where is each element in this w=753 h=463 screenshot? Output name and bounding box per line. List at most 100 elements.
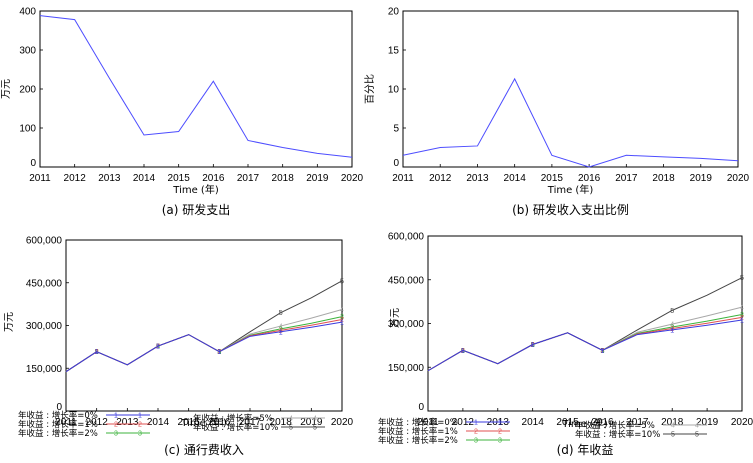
- legend-marker: 5: [289, 425, 293, 432]
- y-tick-label: 20: [388, 7, 400, 18]
- x-tick-label: 2020: [331, 417, 354, 428]
- x-tick-label: 2016: [578, 173, 601, 184]
- x-axis-label: Time (年): [547, 183, 594, 196]
- x-tick-label: 2015: [541, 173, 564, 184]
- legend-marker: 3: [114, 431, 118, 438]
- series-line-2: [427, 316, 743, 372]
- series-marker-label: 4: [279, 324, 283, 331]
- y-axis-label: 万元: [4, 312, 15, 332]
- series-marker-label: 2: [156, 344, 160, 351]
- legend-label: 年收益 : 增长率=0%: [378, 417, 458, 428]
- x-tick-label: 2016: [591, 417, 614, 428]
- y-tick-label: 600,000: [388, 232, 425, 243]
- x-tick-label: 2019: [300, 417, 323, 428]
- series-marker-label: 3: [95, 349, 99, 356]
- x-tick-label: 2011: [55, 417, 77, 428]
- legend-marker: 5: [695, 432, 699, 439]
- chart-4: 2011 2012 2013 2014 2015 2016 2017 2018 2019 2020…: [378, 232, 753, 458]
- chart-3: 2011 2012 2013 2014 2015 2016 2017 2018 2019 2020…: [4, 236, 354, 458]
- x-tick-label: 2017: [615, 173, 638, 184]
- series-marker-label: 5: [461, 348, 465, 355]
- series-marker-label: 4: [740, 305, 744, 312]
- x-axis-label: Time (年): [561, 417, 608, 430]
- y-tick-label: 300,000: [26, 321, 63, 332]
- y-axis-label: 百分比: [364, 74, 376, 104]
- y-axis-label: 万元: [390, 308, 401, 328]
- x-tick-label: 2019: [696, 417, 719, 428]
- series-marker-label: 4: [217, 349, 221, 356]
- x-tick-label: 2017: [239, 417, 262, 428]
- series-marker-label: 5: [279, 310, 283, 317]
- chart-caption: (b) 研发收入支出比例: [512, 202, 629, 217]
- series-marker-label: 1: [156, 344, 160, 351]
- series-marker-label: 2: [600, 348, 604, 355]
- legend-label: 年收益 : 增长率=2%: [18, 428, 98, 439]
- legend-label: 年收益 : 增长率=5%: [193, 413, 273, 424]
- series-marker-label: 2: [217, 349, 221, 356]
- legend-marker: 2: [474, 429, 478, 436]
- x-tick-label: 2014: [133, 173, 156, 184]
- series-marker-label: 5: [740, 275, 744, 282]
- series-line-5: [65, 280, 343, 373]
- legend-label: 年收益 : 增长率=5%: [575, 420, 655, 431]
- series-line-2: [65, 319, 343, 373]
- series-marker-label: 5: [340, 278, 344, 285]
- x-tick-label: 2017: [626, 417, 649, 428]
- x-tick-label: 2013: [98, 173, 121, 184]
- x-tick-label: 2014: [522, 417, 545, 428]
- series-marker-label: 2: [740, 315, 744, 322]
- series-marker-label: 5: [95, 349, 99, 356]
- plot-frame: [402, 10, 739, 168]
- legend-label: 年收益 : 增长率=2%: [378, 435, 458, 446]
- legend-marker: 3: [498, 438, 502, 445]
- x-tick-label: 2015: [178, 417, 201, 428]
- legend: 年收益 : 增长率=0% 1 1 年收益 : 增长率=1% 2 2 年收益 : 增长率=2%…: [378, 417, 707, 446]
- x-tick-label: 2018: [652, 173, 675, 184]
- series-marker-label: 3: [461, 348, 465, 355]
- y-tick-label: 0: [56, 402, 62, 413]
- x-tick-label: 2019: [306, 173, 329, 184]
- x-tick-label: 2016: [208, 417, 231, 428]
- y-tick-label: 300: [19, 46, 36, 57]
- series-marker-label: 2: [95, 349, 99, 356]
- legend-label: 年收益 : 增长率=0%: [18, 410, 98, 421]
- y-tick-label: 100: [19, 124, 36, 135]
- series-marker-label: 4: [600, 348, 604, 355]
- legend-label: 年收益 : 增长率=1%: [378, 426, 458, 437]
- x-axis-label: Time (年): [180, 416, 227, 429]
- legend-label: 年收益 : 增长率=1%: [18, 419, 98, 430]
- x-tick-label: 2012: [86, 417, 109, 428]
- legend-marker: 4: [695, 423, 699, 430]
- series-line: [402, 77, 739, 168]
- chart-caption: (d) 年收益: [557, 443, 614, 457]
- x-tick-label: 2018: [270, 417, 293, 428]
- chart-caption: (c) 通行费收入: [164, 443, 244, 457]
- series-line-1: [427, 319, 743, 372]
- y-tick-label: 0: [393, 158, 399, 169]
- x-tick-label: 2014: [147, 417, 170, 428]
- chart-2: 2011 2012 2013 2014 2015 2016 2017 2018 2019 2020…: [364, 7, 750, 218]
- legend-marker: 3: [474, 438, 478, 445]
- y-tick-label: 150,000: [388, 363, 425, 374]
- x-tick-label: 2013: [116, 417, 139, 428]
- series-marker-label: 4: [531, 342, 535, 349]
- y-tick-label: 200: [19, 85, 36, 96]
- x-tick-label: 2011: [417, 417, 439, 428]
- series-marker-label: 2: [531, 342, 535, 349]
- series-marker-label: 3: [217, 349, 221, 356]
- y-tick-label: 600,000: [26, 236, 63, 247]
- series-line-5: [427, 277, 743, 372]
- legend-marker: 1: [138, 413, 142, 420]
- x-tick-label: 2015: [556, 417, 579, 428]
- y-tick-label: 0: [30, 158, 36, 169]
- y-tick-label: 300,000: [388, 319, 425, 330]
- chart-1: 2011 2012 2013 2014 2015 2016 2017 2018 2019 2020…: [1, 7, 364, 218]
- series-line-4: [427, 306, 743, 372]
- series-marker-label: 1: [461, 348, 465, 355]
- series-marker-label: 1: [600, 348, 604, 355]
- series-marker-label: 3: [531, 342, 535, 349]
- y-tick-label: 0: [418, 402, 424, 413]
- plot-frame: [39, 10, 353, 168]
- y-tick-label: 450,000: [26, 278, 63, 289]
